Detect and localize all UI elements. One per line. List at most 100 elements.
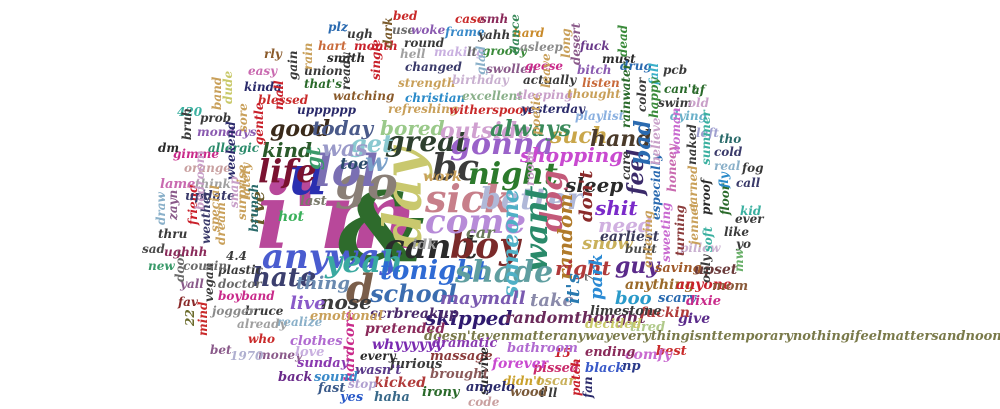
word: witherspoon (449, 103, 532, 117)
word: call (736, 176, 761, 190)
word: like (724, 225, 750, 239)
word: it's (563, 273, 584, 304)
word: massage (430, 349, 493, 364)
word: actually (523, 73, 577, 87)
word: bathroom (507, 341, 578, 356)
word: care (619, 150, 633, 180)
word: realize (277, 315, 323, 329)
word: doesn'tevenmatteranywayeverythingisnttem… (424, 329, 1000, 344)
word: comfy (625, 347, 672, 363)
word: bruce (245, 304, 284, 318)
word: hot (278, 209, 304, 225)
word: tho (719, 132, 742, 146)
word: groovy (482, 44, 527, 58)
word: lt (467, 45, 478, 59)
word: nose (320, 290, 372, 314)
word: mondays (197, 125, 257, 139)
word: fog (742, 161, 764, 175)
word: decided (585, 317, 642, 332)
word: believe (649, 117, 663, 165)
word: night (468, 157, 558, 192)
word: left (696, 126, 719, 140)
word: brunch (247, 183, 261, 232)
word: 420 (177, 105, 203, 119)
word: shit (595, 196, 638, 220)
word: hell (400, 47, 426, 61)
word: rainwater (619, 63, 633, 128)
word: old (688, 96, 709, 110)
word: such (550, 123, 608, 149)
word: life (258, 152, 317, 190)
word: hart (318, 39, 347, 53)
word: don't (576, 170, 597, 222)
word: thing (296, 273, 350, 294)
word: lame (160, 177, 196, 192)
word: sound (314, 370, 358, 385)
word: skipped (425, 306, 513, 330)
word: scrbreakup (370, 306, 459, 322)
word: work (423, 169, 462, 185)
word: 15 (554, 346, 571, 360)
word: built (625, 242, 657, 256)
word: sad (142, 242, 165, 256)
word: boo (615, 288, 652, 309)
word: patch (569, 358, 583, 396)
word: leave (539, 53, 553, 88)
word: changed (405, 60, 462, 74)
word: pretended (365, 321, 446, 337)
word: bruh (180, 107, 194, 140)
word: ending (585, 345, 636, 360)
word: soft (701, 226, 715, 252)
word: case (455, 12, 485, 26)
word: real (714, 159, 741, 173)
word: pcb (663, 63, 688, 77)
word: sore (236, 103, 250, 132)
word: geese (525, 59, 564, 73)
word: furious (390, 357, 443, 372)
word: i'll (540, 386, 558, 400)
word: summer (699, 110, 713, 165)
word: think (195, 177, 231, 191)
word: best (656, 344, 687, 359)
word: car (466, 223, 495, 242)
word: gimme (173, 147, 219, 161)
word: kid (740, 204, 762, 218)
word: ready (339, 52, 353, 90)
word: sweeting (659, 202, 673, 262)
word: shopping (520, 143, 624, 167)
word: plz (328, 20, 348, 34)
word: fly (717, 172, 731, 188)
word: wood (510, 385, 548, 400)
word: tonight (380, 256, 488, 286)
word: toe (340, 154, 369, 173)
word: angelo (466, 380, 515, 395)
word: hate (252, 263, 317, 293)
word: gentle (252, 102, 266, 146)
word: union (304, 64, 343, 78)
word: sleeping (516, 88, 573, 102)
word: listen (582, 76, 620, 90)
word: yeah (325, 245, 403, 280)
word: easy (248, 64, 278, 78)
word: fuck (580, 39, 610, 53)
word: bedroom (193, 150, 207, 210)
word: swollen (486, 62, 537, 76)
word: someone (498, 188, 524, 298)
word: refreshing (388, 102, 459, 116)
word: cold (714, 145, 743, 159)
word: maymall (440, 288, 526, 309)
word: month (354, 39, 398, 53)
word: didn't (503, 374, 543, 388)
word: shade (455, 255, 554, 290)
word: np (622, 359, 641, 374)
word: love (295, 345, 325, 360)
word: yo (736, 237, 751, 251)
word: ughhh (164, 245, 208, 259)
word: smh (480, 12, 509, 26)
word: yesterday (521, 102, 586, 116)
word: kicked (374, 375, 426, 391)
word: gain (286, 50, 300, 80)
word: sick (425, 176, 511, 221)
word: doctor (218, 277, 262, 291)
word: stop (348, 377, 377, 391)
